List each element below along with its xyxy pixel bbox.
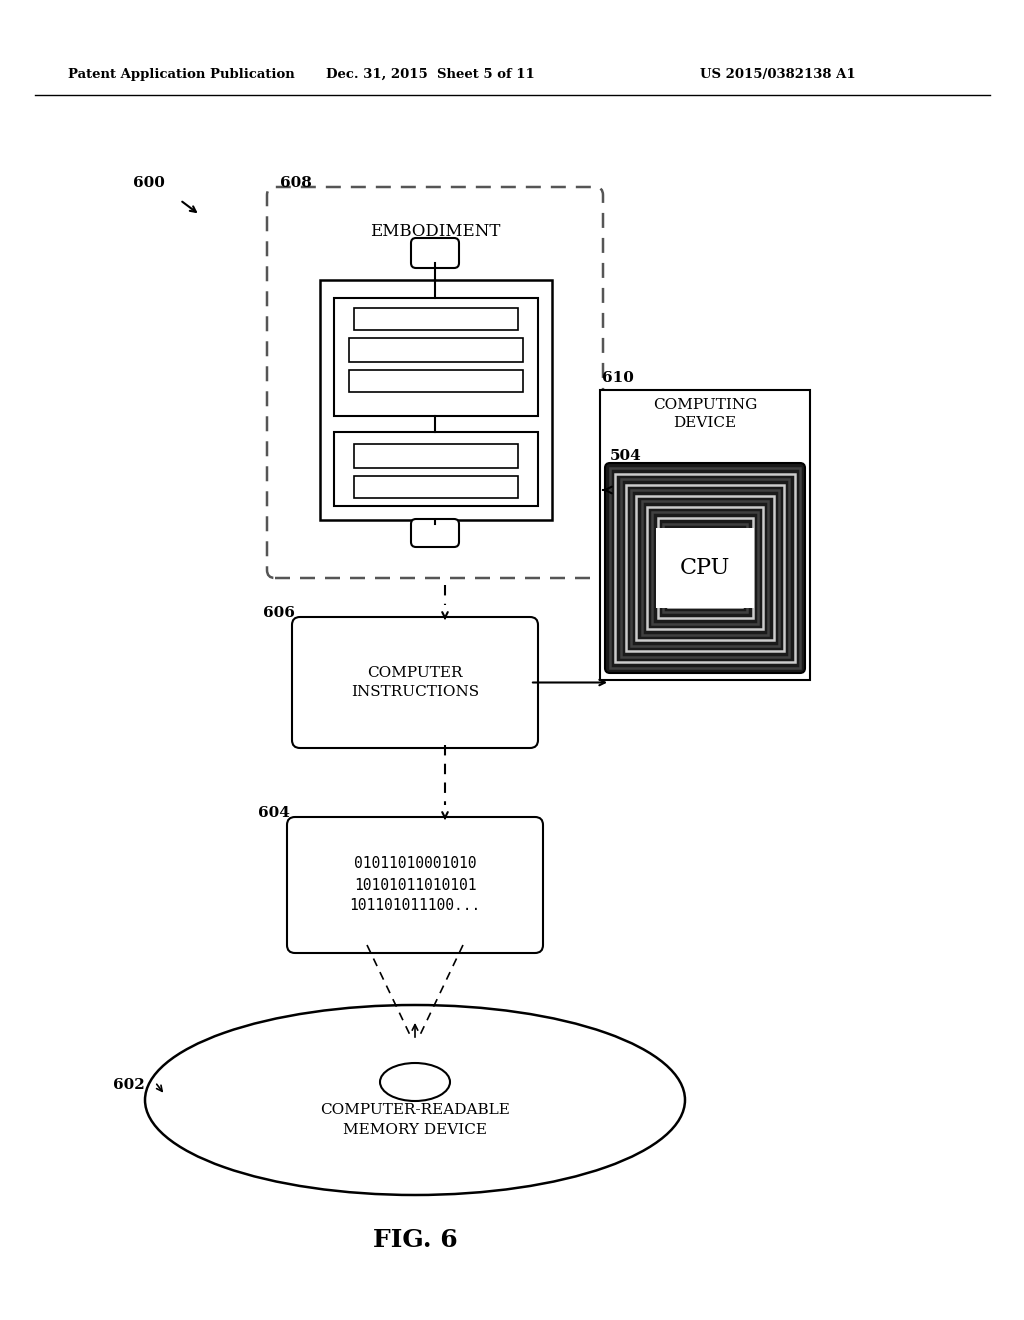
Text: 610: 610 <box>602 371 634 385</box>
Text: Dec. 31, 2015  Sheet 5 of 11: Dec. 31, 2015 Sheet 5 of 11 <box>326 69 535 81</box>
Bar <box>334 432 538 506</box>
Bar <box>319 280 552 520</box>
Bar <box>684 545 726 590</box>
FancyBboxPatch shape <box>292 616 538 748</box>
Bar <box>636 496 773 640</box>
Bar <box>354 308 518 330</box>
Ellipse shape <box>145 1005 685 1195</box>
Text: Patent Application Publication: Patent Application Publication <box>68 69 295 81</box>
Text: FIG. 6: FIG. 6 <box>373 1228 458 1251</box>
Bar <box>668 529 742 607</box>
FancyBboxPatch shape <box>411 238 459 268</box>
Bar <box>655 528 755 609</box>
Text: COMPUTER
INSTRUCTIONS: COMPUTER INSTRUCTIONS <box>351 665 479 700</box>
Bar <box>631 490 779 645</box>
Text: US 2015/0382138 A1: US 2015/0382138 A1 <box>700 69 856 81</box>
Bar <box>679 540 731 595</box>
Text: 608: 608 <box>280 176 312 190</box>
Bar <box>334 298 538 416</box>
FancyBboxPatch shape <box>287 817 543 953</box>
Bar <box>647 507 763 630</box>
Bar <box>663 524 748 612</box>
Bar <box>694 557 716 579</box>
Text: 606: 606 <box>263 606 295 620</box>
Bar <box>615 474 795 663</box>
Bar <box>699 562 711 574</box>
Bar <box>349 338 523 362</box>
Bar <box>652 512 758 623</box>
Text: 504: 504 <box>610 449 642 463</box>
Text: CPU: CPU <box>680 557 730 579</box>
Bar <box>689 552 721 585</box>
Text: 604: 604 <box>258 807 290 820</box>
Bar <box>610 469 800 668</box>
Bar <box>642 502 768 635</box>
FancyBboxPatch shape <box>605 463 805 673</box>
Text: 01011010001010
10101011010101
101101011100...: 01011010001010 10101011010101 1011010111… <box>349 857 480 913</box>
Bar <box>674 535 736 602</box>
FancyBboxPatch shape <box>411 519 459 546</box>
Bar <box>354 444 518 469</box>
Text: EMBODIMENT: EMBODIMENT <box>370 223 500 240</box>
Bar <box>621 479 790 657</box>
Bar <box>354 477 518 498</box>
Bar <box>657 517 753 618</box>
Text: COMPUTING
DEVICE: COMPUTING DEVICE <box>653 399 757 430</box>
Ellipse shape <box>380 1063 450 1101</box>
Bar <box>600 389 810 680</box>
Bar <box>349 370 523 392</box>
Text: 600: 600 <box>133 176 165 190</box>
Bar <box>626 484 784 651</box>
Text: 602: 602 <box>114 1078 145 1092</box>
Text: COMPUTER-READABLE
MEMORY DEVICE: COMPUTER-READABLE MEMORY DEVICE <box>321 1104 510 1137</box>
